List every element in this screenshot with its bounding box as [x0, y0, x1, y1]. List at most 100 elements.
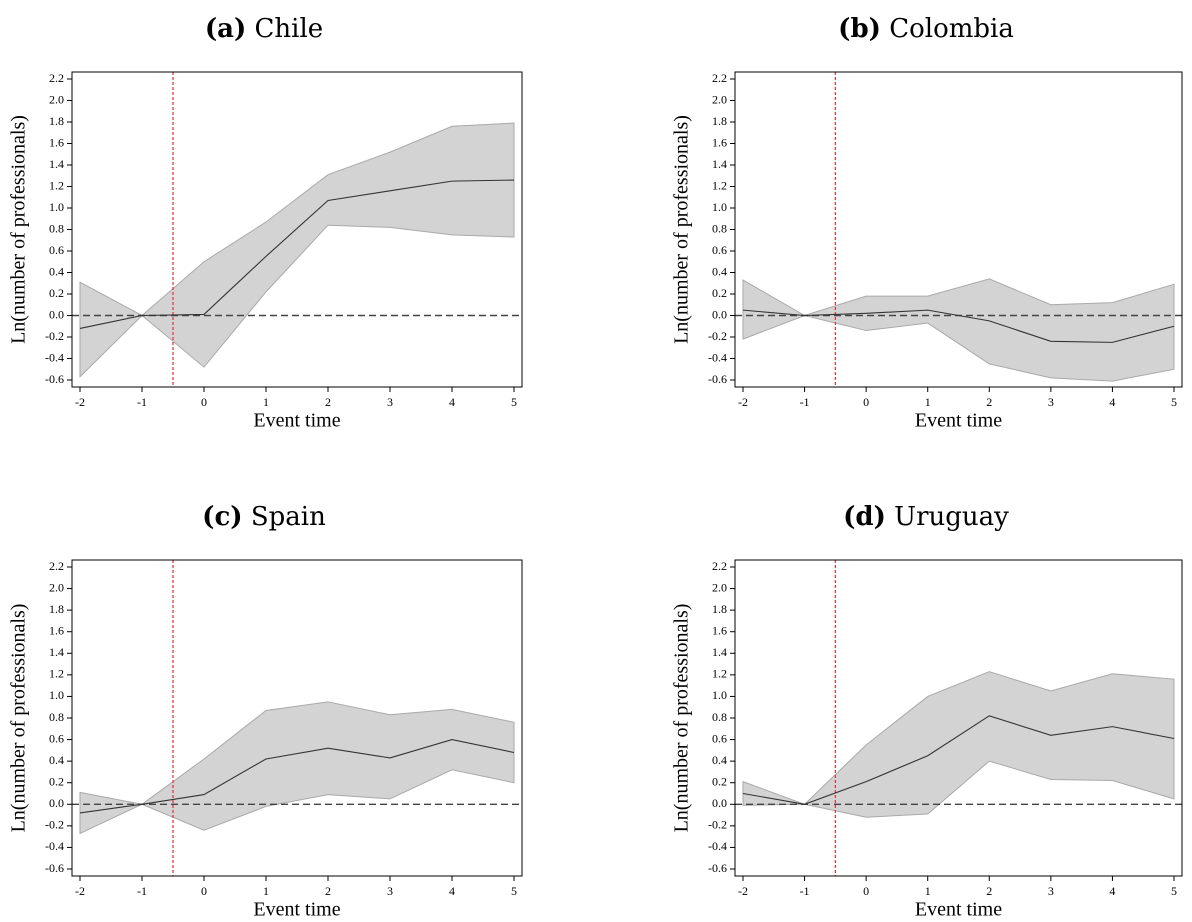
- x-tick-label: 2: [986, 395, 992, 409]
- y-tick-label: 1.2: [49, 178, 64, 192]
- x-tick-label: 1: [925, 884, 931, 898]
- x-tick-label: 1: [263, 884, 269, 898]
- x-tick-label: 5: [511, 395, 517, 409]
- panel-country: Spain: [243, 502, 327, 532]
- chart-panel-4: (d) Uruguay -0.6 -0.4 -0.2 0.0 0.2 0.4 0.6 0.8 1.…: [671, 502, 1183, 921]
- x-tick-label: 2: [325, 884, 331, 898]
- chart-panel-3: (c) Spain -0.6 -0.4 -0.2 0.0 0.2 0.4 0.6 0.8 1.0 1…: [8, 502, 523, 921]
- y-tick-label: 0.0: [712, 796, 727, 810]
- x-tick-label: -1: [800, 884, 810, 898]
- x-tick-label: 1: [925, 395, 931, 409]
- x-axis-label: Event time: [915, 410, 1002, 432]
- y-tick-label: 1.8: [712, 602, 727, 616]
- y-tick-label: 0.2: [712, 774, 727, 788]
- y-tick-label: 0.8: [49, 710, 64, 724]
- panel-tag: (a): [205, 14, 246, 44]
- y-tick-label: -0.6: [45, 861, 64, 875]
- y-tick-label: 0.2: [712, 286, 727, 300]
- panel-tag: (b): [838, 14, 881, 44]
- y-tick-label: -0.4: [708, 839, 727, 853]
- y-tick-label: 0.0: [49, 307, 64, 321]
- y-tick-label: 1.0: [712, 688, 727, 702]
- x-axis-label: Event time: [253, 899, 340, 921]
- y-tick-label: -0.6: [45, 372, 64, 386]
- x-tick-label: 1: [263, 395, 269, 409]
- y-tick-label: 0.2: [49, 774, 64, 788]
- y-tick-label: 1.4: [49, 645, 64, 659]
- y-tick-label: 1.8: [712, 114, 727, 128]
- y-tick-label: 1.0: [49, 200, 64, 214]
- x-tick-label: 5: [511, 884, 517, 898]
- y-tick-label: 2.2: [712, 559, 727, 573]
- chart-title: (a) Chile: [205, 14, 323, 44]
- x-tick-label: 2: [325, 395, 331, 409]
- chart-panel-1: (a) Chile -0.6 -0.4 -0.2 0.0 0.2 0.4 0.6 0.8 1.0 1…: [8, 14, 523, 432]
- confidence-band: [79, 122, 515, 378]
- estimate-series-line: [742, 309, 1175, 343]
- chart-panel-2: (b) Colombia -0.6 -0.4 -0.2 0.0 0.2 0.4 0.6 0.8 1…: [671, 14, 1183, 432]
- y-tick-label: 1.6: [49, 623, 64, 637]
- y-tick-label: 1.6: [712, 623, 727, 637]
- x-tick-label: 4: [449, 395, 455, 409]
- y-tick-label: 0.4: [49, 753, 64, 767]
- y-tick-label: 1.4: [712, 645, 727, 659]
- y-tick-label: 2.2: [712, 71, 727, 85]
- confidence-band: [79, 701, 515, 835]
- y-tick-label: 0.0: [712, 307, 727, 321]
- y-tick-label: 1.2: [712, 178, 727, 192]
- y-tick-label: 1.8: [49, 602, 64, 616]
- x-tick-label: 0: [201, 884, 207, 898]
- y-tick-label: 1.8: [49, 114, 64, 128]
- estimate-series-line: [79, 739, 515, 814]
- x-tick-label: 5: [1171, 884, 1177, 898]
- chart-title: (b) Colombia: [838, 14, 1014, 44]
- y-tick-label: 0.8: [49, 221, 64, 235]
- x-tick-label: -2: [738, 395, 748, 409]
- y-tick-label: 1.6: [712, 135, 727, 149]
- y-tick-label: 0.6: [49, 243, 64, 257]
- y-axis-label: Ln(number of professionals): [8, 604, 30, 833]
- x-tick-label: 0: [863, 395, 869, 409]
- panel-tag: (d): [843, 502, 886, 532]
- x-tick-label: -1: [800, 395, 810, 409]
- y-tick-label: -0.6: [708, 372, 727, 386]
- y-tick-label: 1.2: [49, 667, 64, 681]
- x-tick-label: 4: [1109, 884, 1115, 898]
- y-tick-label: -0.2: [708, 329, 727, 343]
- y-tick-label: 0.8: [712, 710, 727, 724]
- y-tick-label: -0.4: [45, 350, 64, 364]
- y-tick-label: 0.4: [712, 264, 727, 278]
- y-tick-label: -0.4: [708, 350, 727, 364]
- y-tick-label: 0.6: [49, 731, 64, 745]
- y-axis-label: Ln(number of professionals): [8, 115, 30, 344]
- y-tick-label: 0.4: [712, 753, 727, 767]
- x-tick-label: 3: [1048, 395, 1054, 409]
- estimate-series-line: [742, 715, 1175, 805]
- y-axis-label: Ln(number of professionals): [671, 115, 693, 344]
- estimate-series-line: [79, 179, 515, 329]
- x-tick-label: 3: [1048, 884, 1054, 898]
- y-tick-label: 0.6: [712, 243, 727, 257]
- y-tick-label: 2.0: [712, 92, 727, 106]
- y-tick-label: 1.4: [712, 157, 727, 171]
- panel-country: Uruguay: [886, 502, 1009, 532]
- y-axis-label: Ln(number of professionals): [671, 604, 693, 833]
- x-tick-label: 3: [387, 884, 393, 898]
- y-tick-label: 1.4: [49, 157, 64, 171]
- y-tick-label: 0.0: [49, 796, 64, 810]
- x-tick-label: -2: [738, 884, 748, 898]
- y-tick-label: 1.0: [49, 688, 64, 702]
- x-tick-label: 4: [1109, 395, 1115, 409]
- y-tick-label: 0.2: [49, 286, 64, 300]
- chart-title: (d) Uruguay: [843, 502, 1009, 532]
- x-tick-label: -2: [75, 884, 85, 898]
- x-tick-label: 2: [986, 884, 992, 898]
- y-tick-label: 2.2: [49, 71, 64, 85]
- x-tick-label: -1: [137, 395, 147, 409]
- y-tick-label: -0.6: [708, 861, 727, 875]
- confidence-band: [742, 278, 1175, 382]
- x-axis-label: Event time: [253, 410, 340, 432]
- y-tick-label: -0.2: [45, 329, 64, 343]
- x-tick-label: 3: [387, 395, 393, 409]
